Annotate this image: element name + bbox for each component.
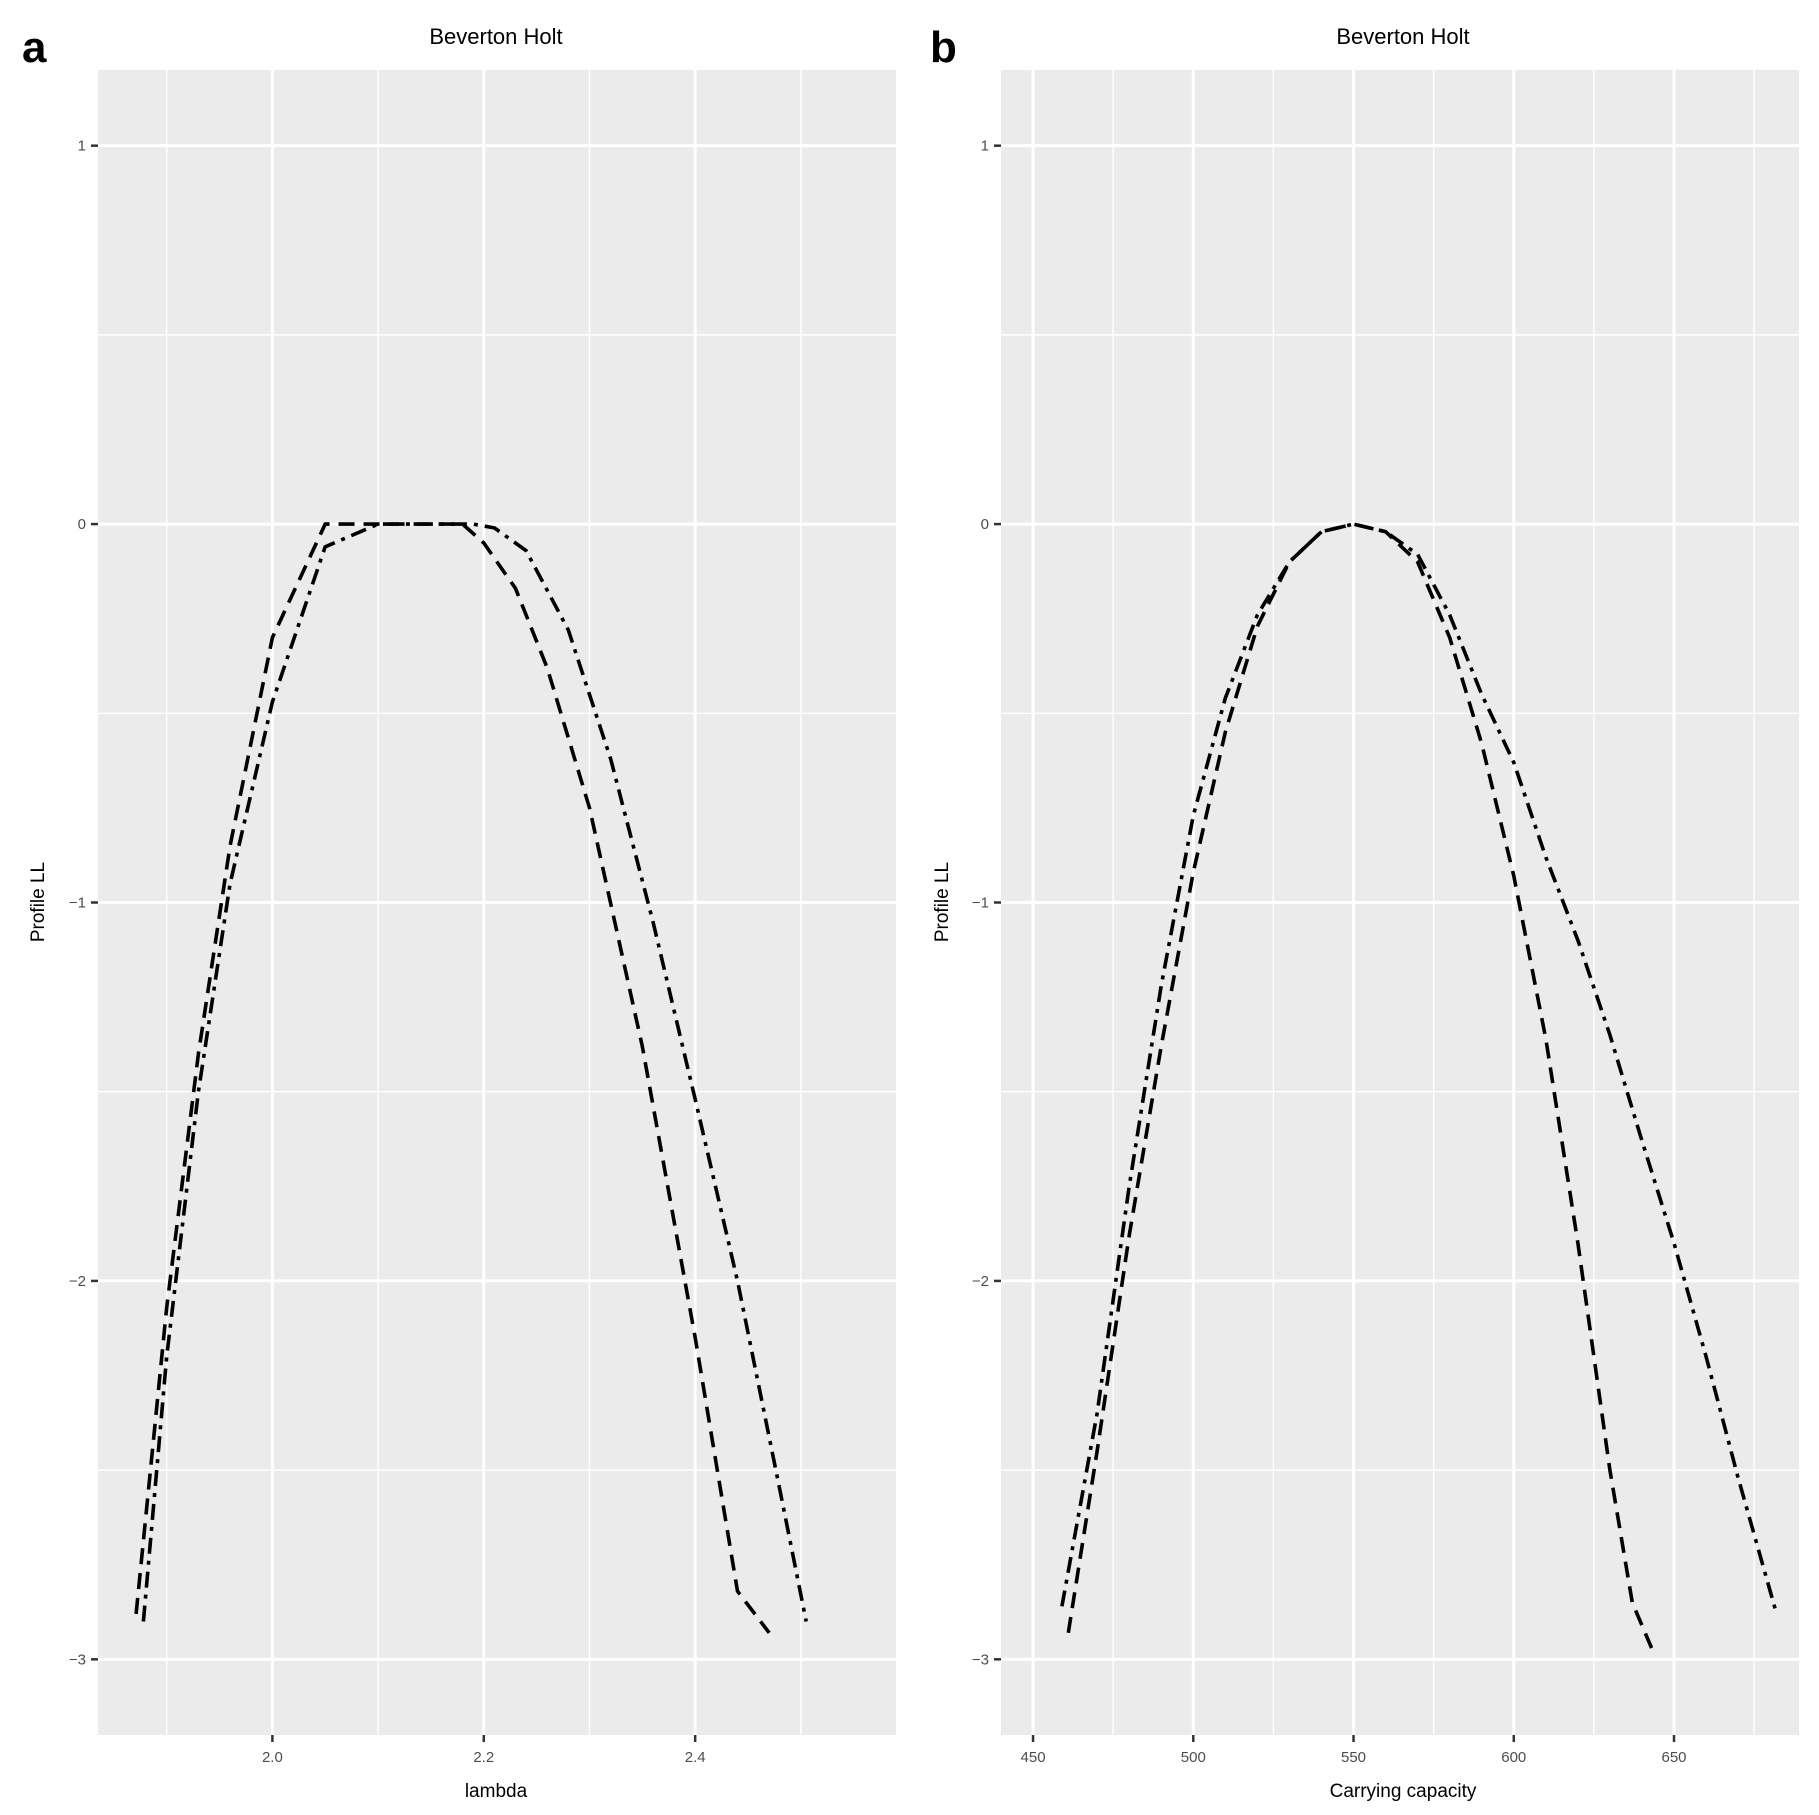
x-tick-label: 2.4 (685, 1749, 706, 1766)
y-tick-label: 1 (981, 138, 989, 155)
x-axis-ticks: 450 500 550 600 650 (1021, 1735, 1687, 1766)
y-axis-ticks: 1 0 −1 −2 −3 (972, 138, 1001, 1668)
y-axis-label: Profile LL (932, 862, 953, 942)
y-tick-label: −2 (972, 1273, 989, 1290)
x-tick-label: 600 (1501, 1749, 1526, 1766)
x-tick-label: 450 (1021, 1749, 1046, 1766)
y-tick-label: 1 (78, 138, 86, 155)
panel-letter: b (930, 23, 957, 72)
x-tick-label: 650 (1661, 1749, 1686, 1766)
y-tick-label: 0 (78, 516, 86, 533)
x-tick-label: 500 (1181, 1749, 1206, 1766)
y-axis-label: Profile LL (28, 862, 49, 942)
chart-title: Beverton Holt (1336, 24, 1469, 49)
y-tick-label: −1 (972, 895, 989, 912)
y-tick-label: −1 (69, 895, 86, 912)
x-axis-ticks: 2.0 2.2 2.4 (262, 1735, 706, 1766)
y-axis-ticks: 1 0 −1 −2 −3 (69, 138, 98, 1668)
series-lines (134, 522, 808, 1634)
panel-a: a Beverton Holt 2.0 2.2 2.4 1 0 −1 −2 −3 lambd… (22, 23, 896, 1802)
chart-title: Beverton Holt (429, 24, 562, 49)
y-tick-label: −3 (69, 1651, 86, 1668)
gridlines (98, 70, 896, 1735)
y-tick-label: −3 (972, 1651, 989, 1668)
x-axis-label: lambda (465, 1781, 528, 1802)
y-tick-label: −2 (69, 1273, 86, 1290)
panel-b: b Beverton Holt 450 500 550 600 650 1 0 −1 −2 −3… (930, 23, 1799, 1802)
x-tick-label: 2.0 (262, 1749, 283, 1766)
gridlines (1001, 70, 1799, 1735)
y-tick-label: 0 (981, 516, 989, 533)
x-axis-label: Carrying capacity (1330, 1781, 1477, 1802)
x-tick-label: 550 (1341, 1749, 1366, 1766)
series-lines (1060, 522, 1779, 1649)
panel-letter: a (22, 23, 47, 72)
series-line-dash-dot (141, 522, 808, 1622)
x-tick-label: 2.2 (473, 1749, 494, 1766)
